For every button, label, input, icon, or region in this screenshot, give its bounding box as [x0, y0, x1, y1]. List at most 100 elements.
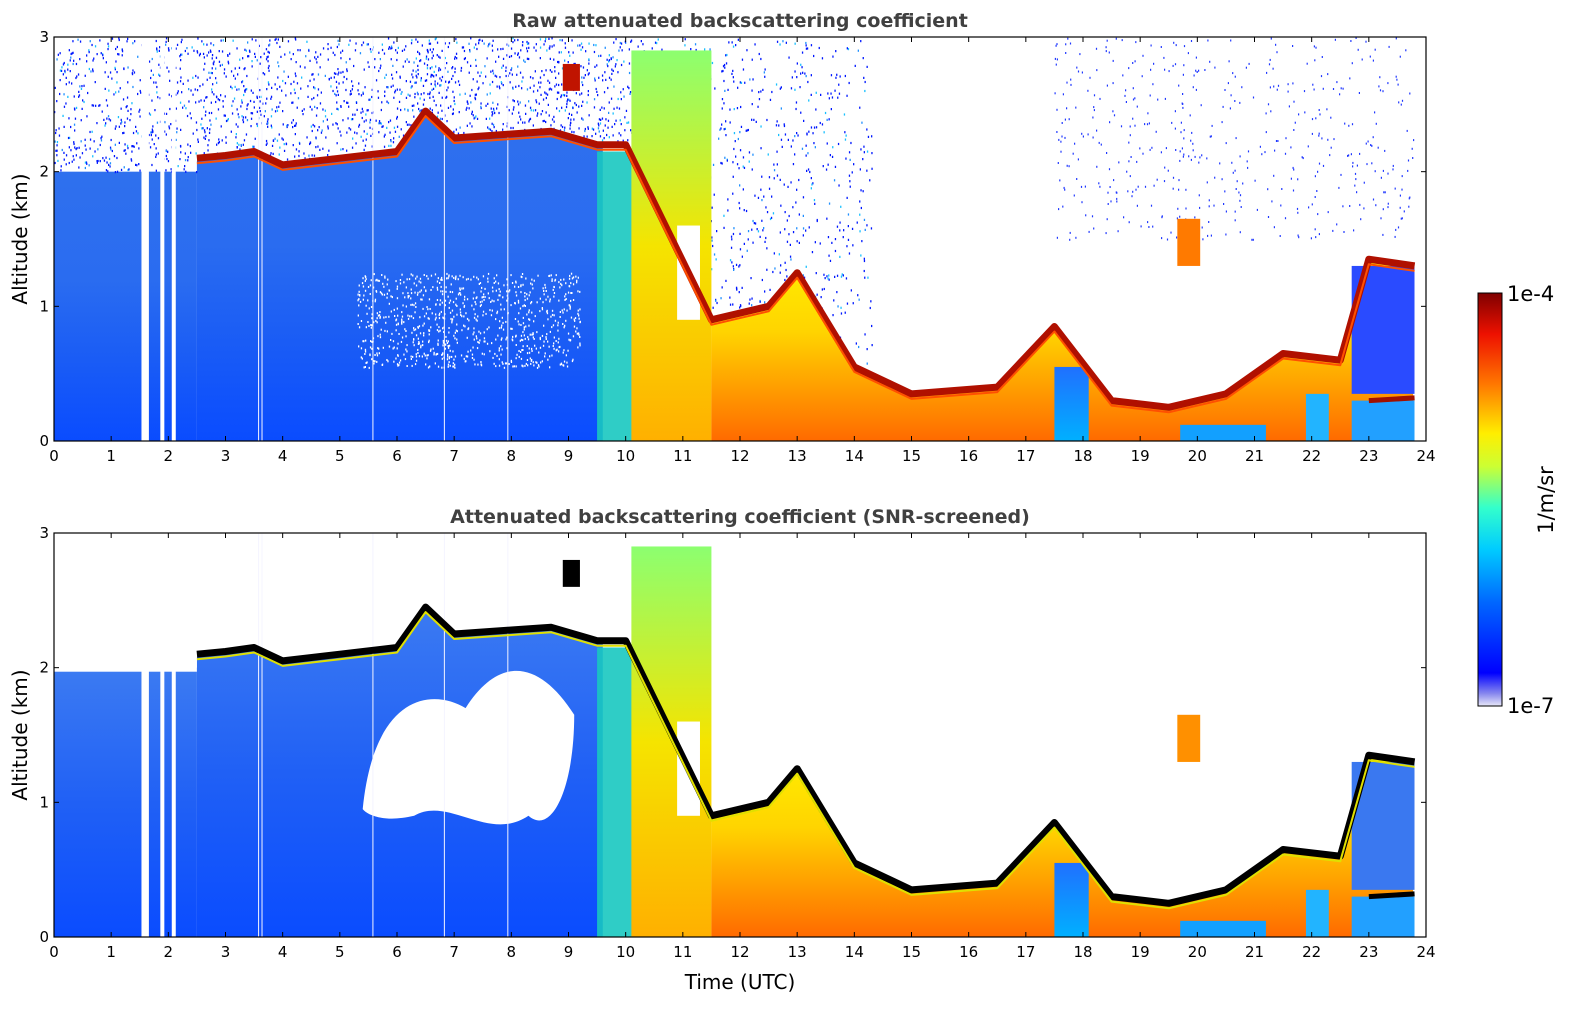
top-x-tick-label: 16: [959, 447, 978, 465]
bottom-x-tick-label: 1: [106, 943, 116, 961]
bottom-y-tick-label: 2: [39, 659, 49, 677]
lower-aerosol: [1351, 896, 1415, 937]
bottom-x-tick-label: 7: [449, 943, 459, 961]
rain-column-1: [597, 151, 638, 441]
aerosol-patch-3: [1305, 393, 1329, 441]
top-x-tick-label: 5: [335, 447, 345, 465]
aerosol-patch-1: [1054, 366, 1089, 441]
bottom-x-tick-label: 0: [49, 943, 59, 961]
top-y-tick-label: 2: [39, 163, 49, 181]
x-axis-label: Time (UTC): [684, 970, 796, 994]
colorbar-max-label: 1e-4: [1507, 282, 1554, 306]
colorbar: [1477, 292, 1503, 707]
top-x-tick-label: 21: [1245, 447, 1264, 465]
bottom-panel-title: Attenuated backscattering coefficient (S…: [450, 506, 1030, 528]
masked-region: [362, 670, 575, 825]
bottom-plot-area: [54, 533, 1426, 937]
bottom-y-tick-label: 1: [39, 793, 49, 811]
elevated-blob-2: [1177, 714, 1201, 762]
top-x-tick-label: 18: [1073, 447, 1092, 465]
elevated-blob: [562, 559, 580, 587]
top-y-axis-label: Altitude (km): [8, 173, 32, 304]
bottom-x-tick-label: 8: [507, 943, 517, 961]
top-panel-title: Raw attenuated backscattering coefficien…: [512, 10, 968, 32]
aerosol-patch-2: [1180, 920, 1266, 937]
bottom-x-tick-label: 15: [902, 943, 921, 961]
bottom-x-axis: 0 1 2 3 4 5 6 7 8 9 10 11 12 13 14 15 16 17 18 19 20 21 22 23 24: [49, 533, 1436, 961]
bottom-y-tick-label: 3: [39, 524, 49, 542]
top-x-tick-label: 17: [1016, 447, 1035, 465]
bottom-x-tick-label: 22: [1302, 943, 1321, 961]
bottom-x-tick-label: 23: [1359, 943, 1378, 961]
bottom-x-tick-label: 21: [1245, 943, 1264, 961]
top-y-tick-label: 3: [39, 28, 49, 46]
bottom-x-tick-label: 13: [788, 943, 807, 961]
bottom-y-axis: 0 1 2 3: [39, 524, 1426, 946]
aerosol-patch-3: [1305, 889, 1329, 937]
low-snr-holes: [357, 272, 581, 369]
low-cloud-fill: [711, 259, 1415, 441]
bottom-y-axis-label: Altitude (km): [8, 669, 32, 800]
bottom-x-tick-label: 5: [335, 943, 345, 961]
bottom-x-tick-label: 17: [1016, 943, 1035, 961]
boundary-layer-2: [196, 113, 603, 441]
cloud-base-line: [196, 107, 1416, 411]
top-x-tick-label: 1: [106, 447, 116, 465]
cloud-base-line: [196, 603, 1416, 907]
top-x-tick-label: 9: [564, 447, 574, 465]
top-x-axis: 0 1 2 3 4 5 6 7 8 9 10 11 12 13 14 15 16 17 18 19 20 21 22 23 24: [49, 37, 1436, 465]
lower-aerosol: [1351, 400, 1415, 441]
bottom-x-tick-label: 9: [564, 943, 574, 961]
top-x-tick-label: 3: [221, 447, 231, 465]
elevated-blob-2: [1177, 218, 1201, 266]
bottom-y-tick-label: 0: [39, 928, 49, 946]
colorbar-min-label: 1e-7: [1507, 694, 1554, 718]
top-x-tick-label: 22: [1302, 447, 1321, 465]
elevated-blob: [562, 63, 580, 91]
top-x-tick-label: 0: [49, 447, 59, 465]
top-x-tick-label: 8: [507, 447, 517, 465]
top-x-tick-label: 11: [673, 447, 692, 465]
aerosol-patch-2: [1180, 424, 1266, 441]
bottom-x-tick-label: 6: [392, 943, 402, 961]
bottom-x-tick-label: 11: [673, 943, 692, 961]
bottom-x-tick-label: 10: [616, 943, 635, 961]
top-x-tick-label: 4: [278, 447, 288, 465]
end-gap: [1414, 37, 1426, 441]
rain-column-1: [597, 647, 638, 937]
bottom-x-tick-label: 18: [1073, 943, 1092, 961]
top-y-tick-label: 0: [39, 432, 49, 450]
top-x-tick-label: 7: [449, 447, 459, 465]
bottom-x-tick-label: 2: [164, 943, 174, 961]
top-x-tick-label: 19: [1131, 447, 1150, 465]
top-x-tick-label: 13: [788, 447, 807, 465]
data-gaps: [141, 37, 509, 441]
top-y-tick-label: 1: [39, 297, 49, 315]
bottom-x-tick-label: 24: [1416, 943, 1435, 961]
bottom-x-tick-label: 14: [845, 943, 864, 961]
aerosol-patch-1: [1054, 862, 1089, 937]
top-x-tick-label: 2: [164, 447, 174, 465]
top-plot-area: [54, 37, 1426, 441]
cloud-base-edge: [196, 611, 1415, 910]
top-x-tick-label: 15: [902, 447, 921, 465]
top-x-tick-label: 6: [392, 447, 402, 465]
top-x-tick-label: 10: [616, 447, 635, 465]
top-x-tick-label: 12: [730, 447, 749, 465]
bottom-x-tick-label: 3: [221, 943, 231, 961]
end-gap: [1414, 533, 1426, 937]
bottom-x-tick-label: 4: [278, 943, 288, 961]
low-cloud-fill: [711, 755, 1415, 937]
cloud-base-edge: [196, 115, 1415, 414]
top-y-axis: 0 1 2 3: [39, 28, 1426, 450]
top-x-tick-label: 20: [1188, 447, 1207, 465]
aerosol-top-line: [1368, 891, 1415, 900]
top-x-tick-label: 24: [1416, 447, 1435, 465]
colorbar-unit-label: 1/m/sr: [1534, 466, 1558, 534]
bottom-x-tick-label: 12: [730, 943, 749, 961]
bottom-x-tick-label: 20: [1188, 943, 1207, 961]
bottom-x-tick-label: 19: [1131, 943, 1150, 961]
top-x-tick-label: 14: [845, 447, 864, 465]
top-x-tick-label: 23: [1359, 447, 1378, 465]
